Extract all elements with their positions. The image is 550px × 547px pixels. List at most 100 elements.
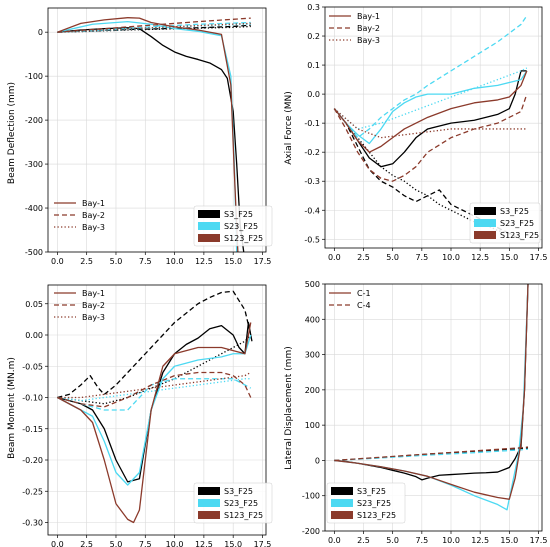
legend-color-swatch — [474, 231, 496, 239]
x-tick-label: 12.5 — [471, 536, 489, 545]
y-tick-label: 0.2 — [307, 32, 320, 41]
y-tick-label: -0.1 — [304, 119, 320, 128]
plot-frame — [47, 7, 267, 253]
y-tick-label: 0 — [315, 456, 320, 465]
x-tick-label: 10.0 — [442, 253, 460, 262]
legend-label: S3_F25 — [500, 207, 529, 216]
beam-deflection-panel: Beam Deflection (mm) 0.0 2.5 5.0 7.5 10.0 12.… — [7, 7, 273, 266]
x-tick-label: 17.5 — [530, 536, 548, 545]
legend-color-swatch — [331, 487, 353, 495]
series-line-s23_f25-dotted — [57, 378, 251, 402]
series-line-s123_f25-dashed — [333, 93, 528, 182]
scenario-legend: S3_F25 S23_F25 S123_F25 — [326, 482, 406, 524]
legend-label: C-4 — [357, 301, 371, 310]
y-tick-label: 0.00 — [25, 331, 43, 340]
y-tick-label: -300 — [25, 160, 43, 169]
y-tick-label: -200 — [25, 116, 43, 125]
x-tick-label: 2.5 — [80, 540, 93, 547]
x-tick-label: 2.5 — [80, 257, 93, 266]
y-tick-label: -0.10 — [22, 394, 43, 403]
legend-color-swatch — [198, 511, 220, 519]
x-tick-label: 0.0 — [51, 540, 64, 547]
x-tick-label: 5.0 — [386, 253, 399, 262]
x-tick-label: 5.0 — [110, 540, 123, 547]
scenario-legend: S3_F25 S23_F25 S123_F25 — [469, 202, 541, 244]
x-tick-label: 7.5 — [139, 257, 152, 266]
x-tick-label: 17.5 — [254, 540, 272, 547]
series-line-s3_f25-solid — [333, 70, 527, 168]
y-tick-label: 0.3 — [307, 3, 320, 12]
series-line-s3_f25-solid — [57, 27, 245, 252]
series-group — [57, 290, 253, 524]
legend-color-swatch — [331, 511, 353, 519]
y-tick-label: -0.3 — [304, 177, 320, 186]
scenario-legend: S3_F25 S23_F25 S123_F25 — [193, 482, 273, 524]
legend-label: S123_F25 — [224, 234, 263, 243]
legend-label: S23_F25 — [500, 219, 534, 228]
y-axis-label: Beam Moment (MN.m) — [7, 357, 17, 459]
line-style-legend: Bay-1 Bay-2 Bay-3 — [329, 12, 380, 45]
axial-force-panel: Axial Force (MN) 0.0 2.5 5.0 7.5 10.0 12.5 15.… — [284, 3, 547, 262]
x-tick-label: 7.5 — [139, 540, 152, 547]
y-tick-label: 0.1 — [307, 61, 320, 70]
beam-moment-panel: Beam Moment (MN.m) 0.0 2.5 5.0 7.5 10.0 12.5 1… — [7, 284, 273, 547]
y-tick-label: -400 — [25, 204, 43, 213]
y-tick-label: 400 — [305, 315, 320, 324]
series-line-s123_f25-solid — [57, 322, 252, 524]
y-tick-label: 200 — [305, 386, 320, 395]
series-line-s123_f25-dashed — [334, 446, 529, 462]
plot-frame — [324, 283, 543, 532]
lateral-displacement-panel: Lateral Displacement (mm) 0.0 2.5 5.0 7.5 10… — [284, 280, 547, 545]
y-tick-label: -0.5 — [304, 235, 320, 244]
series-line-s23_f25-dashed — [334, 448, 529, 462]
y-tick-label: -0.20 — [22, 456, 43, 465]
series-line-s123_f25-dotted — [57, 22, 251, 33]
legend-color-swatch — [198, 487, 220, 495]
series-line-s123_f25-dashed — [57, 371, 252, 408]
y-tick-label: 0.05 — [25, 300, 43, 309]
legend-label: S23_F25 — [357, 499, 391, 508]
plot-frame — [324, 6, 543, 249]
legend-label: S123_F25 — [224, 511, 263, 520]
legend-color-swatch — [331, 499, 353, 507]
legend-label: Bay-3 — [82, 223, 105, 232]
x-tick-label: 10.0 — [166, 257, 184, 266]
legend-label: Bay-1 — [82, 199, 105, 208]
y-tick-label: -0.4 — [304, 206, 320, 215]
series-line-s123_f25-dotted — [57, 371, 252, 399]
y-axis-label: Axial Force (MN) — [284, 91, 294, 165]
legend-label: S3_F25 — [357, 487, 386, 496]
x-tick-label: 12.5 — [195, 540, 213, 547]
x-tick-label: 17.5 — [530, 253, 548, 262]
x-tick-label: 0.0 — [328, 253, 341, 262]
x-tick-label: 10.0 — [442, 536, 460, 545]
series-line-s23_f25-dotted — [333, 67, 528, 130]
y-tick-label: -0.25 — [22, 487, 43, 496]
y-tick-label: -200 — [302, 527, 320, 536]
x-tick-label: 15.0 — [500, 253, 518, 262]
line-style-legend: Bay-1 Bay-2 Bay-3 — [54, 289, 105, 322]
legend-label: S3_F25 — [224, 210, 253, 219]
series-group — [334, 284, 529, 511]
legend-color-swatch — [198, 210, 220, 218]
y-tick-label: -0.05 — [22, 362, 43, 371]
legend-label: Bay-1 — [357, 12, 380, 21]
x-tick-label: 12.5 — [471, 253, 489, 262]
x-tick-label: 2.5 — [357, 536, 370, 545]
x-tick-label: 5.0 — [110, 257, 123, 266]
y-axis-label: Beam Deflection (mm) — [7, 82, 17, 184]
y-tick-label: -100 — [302, 492, 320, 501]
y-tick-label: 0 — [38, 28, 43, 37]
legend-label: S123_F25 — [500, 231, 539, 240]
series-line-s23_f25-dashed — [333, 15, 528, 139]
x-tick-label: 7.5 — [415, 253, 428, 262]
series-line-s3_f25-dotted — [57, 334, 252, 405]
x-tick-label: 17.5 — [254, 257, 272, 266]
x-tick-label: 7.5 — [415, 536, 428, 545]
series-line-s3_f25-dashed — [57, 290, 252, 399]
legend-label: S123_F25 — [357, 511, 396, 520]
series-line-s123_f25-solid — [333, 70, 528, 153]
x-tick-label: 0.0 — [328, 536, 341, 545]
series-line-s123_f25-solid — [334, 284, 529, 500]
